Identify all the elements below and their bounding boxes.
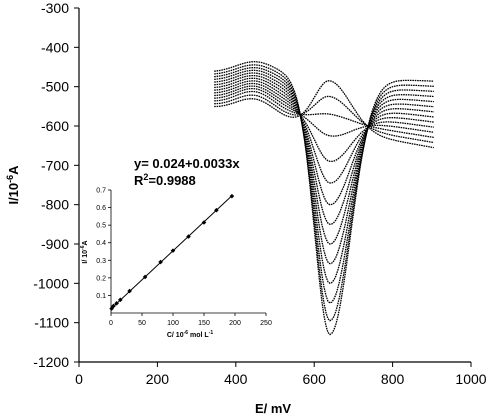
- inset-x-tick-label: 0: [109, 320, 113, 327]
- main-y-tick-label: -700: [41, 157, 69, 173]
- inset-data-point: [214, 207, 219, 213]
- inset-y-tick-label: 0.7: [96, 188, 106, 195]
- main-y-tick-label: -1200: [33, 354, 69, 370]
- inset-y-tick-label: 0.4: [96, 240, 106, 247]
- voltammogram-curve: [214, 80, 434, 206]
- main-x-tick-label: 0: [75, 371, 83, 387]
- inset-data-point: [111, 303, 116, 309]
- inset-data: [109, 193, 235, 311]
- inset-data-point: [158, 259, 163, 265]
- inset-data-point: [118, 297, 123, 303]
- main-y-tick-label: -900: [41, 236, 69, 252]
- inset-y-tick-label: 0.6: [96, 205, 106, 212]
- inset-data-point: [127, 288, 132, 294]
- main-y-tick-label: -1000: [33, 275, 69, 291]
- main-x-tick-label: 600: [303, 371, 327, 387]
- main-x-tick-label: 1000: [455, 371, 486, 387]
- voltammogram-curve: [214, 85, 434, 163]
- main-y-tick-label: -300: [41, 0, 69, 16]
- voltammogram-curve: [214, 87, 434, 137]
- inset-data-point: [114, 301, 119, 306]
- inset-y-axis-title: I/ 10-6A: [80, 240, 89, 263]
- main-y-tick-label: -500: [41, 79, 69, 95]
- inset-x-axis-title: C/ 10-6 mol L-1: [167, 330, 213, 339]
- main-y-tick-label: -800: [41, 197, 69, 213]
- inset-y-tick-label: 0.1: [96, 293, 106, 300]
- main-x-tick-label: 200: [146, 371, 170, 387]
- main-y-tick-label: -600: [41, 118, 69, 134]
- inset-chart: 0 50 100 150 200 250 0.1 0.2 0.3 0.4 0.5 0.6 0.7 y= …: [80, 156, 272, 339]
- inset-x-tick-label: 150: [198, 320, 210, 327]
- inset-ticks: 0 50 100 150 200 250 0.1 0.2 0.3 0.4 0.5 0.6 0.7: [96, 188, 272, 328]
- inset-data-point: [201, 220, 207, 225]
- inset-x-tick-label: 100: [167, 320, 179, 327]
- inset-x-tick-label: 50: [138, 320, 146, 327]
- inset-equation: y= 0.024+0.0033x: [134, 156, 240, 171]
- inset-y-tick-label: 0.3: [96, 258, 106, 265]
- inset-fit-line: [110, 195, 233, 310]
- main-x-axis-title: E/ mV: [255, 401, 291, 416]
- voltammogram-curve: [214, 77, 434, 225]
- main-curves: [214, 61, 434, 336]
- voltammogram-curve: [214, 64, 434, 322]
- inset-data-point: [186, 234, 191, 239]
- voltammogram-curve: [214, 94, 434, 144]
- voltammogram-curve: [214, 72, 434, 265]
- voltammogram-curve: [214, 67, 434, 304]
- main-y-axis-title: I/10-6A: [5, 165, 21, 205]
- voltammogram-curve: [214, 61, 434, 336]
- main-y-tick-label: -1100: [34, 315, 69, 331]
- voltammogram-curve: [214, 69, 434, 285]
- inset-y-tick-label: 0.5: [96, 223, 106, 230]
- main-ticks: 0 200 400 600 800 1000-300-400-500-600-700-80…: [33, 0, 487, 387]
- voltammogram-curve: [214, 74, 434, 245]
- inset-r-squared: R2=0.9988: [134, 172, 196, 188]
- main-x-tick-label: 400: [224, 371, 248, 387]
- main-x-tick-label: 800: [381, 371, 405, 387]
- inset-data-point: [142, 274, 148, 280]
- voltammogram-curve: [214, 90, 434, 139]
- inset-data-point: [109, 306, 114, 311]
- inset-y-tick-label: 0.2: [96, 275, 106, 282]
- main-y-tick-label: -400: [41, 39, 69, 55]
- inset-x-tick-label: 200: [229, 320, 241, 327]
- inset-data-point: [229, 193, 235, 199]
- main-chart: 0 200 400 600 800 1000-300-400-500-600-700-80…: [5, 0, 487, 416]
- inset-data-point: [170, 248, 176, 253]
- voltammogram-curve: [214, 82, 434, 184]
- voltammogram-curve: [214, 80, 434, 149]
- inset-x-tick-label: 250: [260, 320, 272, 327]
